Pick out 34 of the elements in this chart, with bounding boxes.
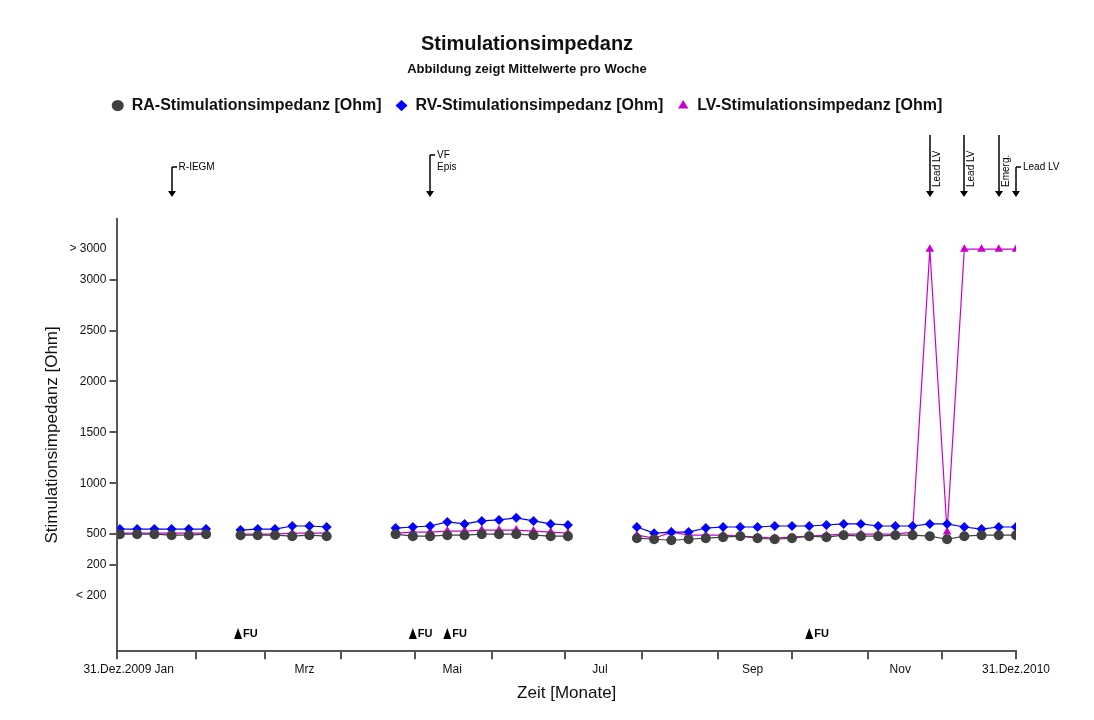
ref-line-label: Emerg.	[999, 153, 1011, 187]
y-tick-label: 500	[86, 526, 107, 541]
legend-label: LV-Stimulationsimpedanz [Ohm]	[697, 96, 943, 114]
x-tick-label: Sep	[741, 661, 764, 676]
chart-title: Stimulationsimpedanz	[420, 31, 634, 54]
y-tick-label: > 3000	[69, 241, 107, 256]
y-tick-label: 200	[86, 556, 107, 571]
annotation: FU	[814, 626, 829, 639]
x-axis-title: Zeit [Monate]	[517, 683, 617, 703]
ref-line-label: Lead LV	[1023, 160, 1060, 173]
ref-line-label: R-IEGM	[178, 160, 215, 173]
annotation: FU	[452, 626, 468, 639]
x-tick-label: Nov	[889, 661, 911, 676]
y-tick-label: 2500	[79, 322, 107, 337]
ref-line-label: VF Epis	[437, 148, 457, 173]
y-tick-label: < 200	[76, 587, 107, 602]
legend-label: RA-Stimulationsimpedanz [Ohm]	[131, 96, 382, 114]
x-tick-label: Mrz	[294, 661, 315, 676]
x-tick-label: 31.Dez.2009	[83, 661, 152, 676]
y-tick-label: 2000	[79, 373, 107, 388]
y-tick-label: 1500	[79, 424, 107, 439]
annotation: FU	[243, 626, 258, 639]
y-axis-title: Stimulationsimpedanz [Ohm]	[41, 326, 61, 544]
x-tick-label: Jan	[154, 661, 174, 676]
annotation: FU	[417, 626, 433, 639]
ref-line-label: Lead LV	[930, 149, 942, 187]
ref-line-label: Lead LV	[965, 149, 977, 187]
legend-label: RV-Stimulationsimpedanz [Ohm]	[415, 96, 664, 114]
x-tick-label: Mai	[442, 661, 462, 676]
y-tick-label: 3000	[79, 271, 107, 286]
y-tick-label: 1000	[79, 475, 107, 490]
chart-subtitle: Abbildung zeigt Mittelwerte pro Woche	[407, 61, 647, 77]
x-tick-label: Jul	[592, 661, 608, 676]
x-tick-label: 31.Dez.2010	[981, 661, 1051, 676]
